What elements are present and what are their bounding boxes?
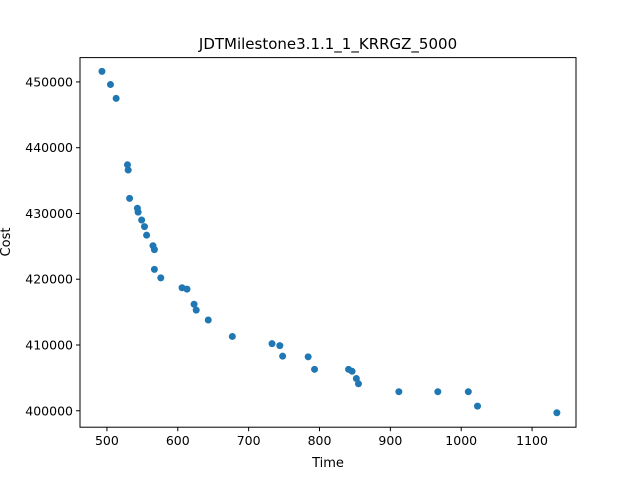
data-point: [112, 94, 120, 102]
data-point: [98, 67, 106, 75]
data-point: [143, 231, 151, 239]
chart-title: JDTMilestone3.1.1_1_KRRGZ_5000: [198, 35, 457, 54]
data-point: [204, 316, 212, 324]
data-point: [348, 367, 356, 375]
data-point: [123, 161, 131, 169]
data-point: [304, 353, 312, 361]
y-tick-label: 410000: [25, 337, 73, 352]
data-point: [134, 208, 142, 216]
y-tick-label: 430000: [25, 206, 73, 221]
data-point: [228, 332, 236, 340]
data-point: [124, 166, 132, 174]
data-point: [157, 274, 165, 282]
x-axis-label: Time: [311, 456, 344, 471]
x-tick-label: 600: [166, 433, 190, 448]
x-tick-label: 1100: [516, 433, 548, 448]
x-axis-ticks: 500 600 700 800 900 1000 1100: [95, 427, 548, 448]
data-point: [183, 285, 191, 293]
data-point: [190, 300, 198, 308]
x-tick-label: 800: [308, 433, 332, 448]
y-tick-label: 440000: [25, 140, 73, 155]
data-point: [106, 81, 114, 89]
points-layer: [98, 67, 561, 417]
data-point: [126, 194, 134, 202]
data-point: [553, 409, 561, 417]
data-point: [138, 216, 146, 224]
y-tick-label: 450000: [25, 74, 73, 89]
plot-area-frame: [79, 57, 577, 428]
data-point: [140, 223, 148, 231]
x-tick-label: 900: [378, 433, 402, 448]
x-tick-label: 500: [95, 433, 119, 448]
data-point: [279, 352, 287, 360]
x-tick-label: 1000: [445, 433, 477, 448]
data-point: [192, 306, 200, 314]
y-tick-label: 420000: [25, 272, 73, 287]
data-point: [434, 388, 442, 396]
data-point: [352, 375, 360, 383]
data-point: [354, 380, 362, 388]
data-point: [150, 246, 158, 254]
data-point: [464, 388, 472, 396]
data-point: [311, 365, 319, 373]
y-axis-ticks: 400000 410000 420000 430000 440000 450000: [25, 74, 80, 418]
data-point: [268, 340, 276, 348]
data-point: [395, 388, 403, 396]
y-tick-label: 400000: [25, 403, 73, 418]
data-point: [276, 342, 284, 350]
x-tick-label: 700: [237, 433, 261, 448]
y-axis-label: Cost: [0, 228, 14, 257]
data-point: [150, 265, 158, 273]
data-point: [474, 402, 482, 410]
